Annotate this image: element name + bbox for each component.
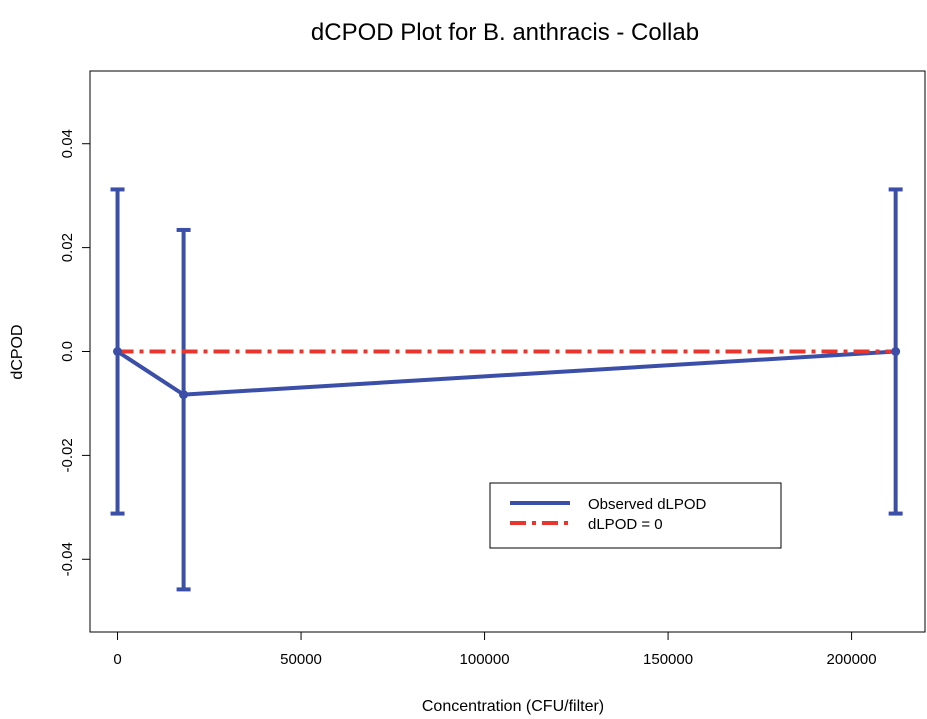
chart-title: dCPOD Plot for B. anthracis - Collab xyxy=(311,19,699,46)
y-axis-label: dCPOD xyxy=(9,324,26,379)
x-tick-label: 200000 xyxy=(827,651,877,668)
y-tick-label: 0.04 xyxy=(59,129,76,158)
series-layer xyxy=(110,187,903,592)
x-tick-label: 50000 xyxy=(280,651,322,668)
x-axis: 0 50000 100000 150000 200000 xyxy=(113,632,877,668)
y-tick-label: -0.04 xyxy=(59,542,76,576)
legend-box xyxy=(489,482,782,549)
legend-dlpod-zero-label: dLPOD = 0 xyxy=(588,516,663,533)
y-tick-label: 0.0 xyxy=(59,341,76,362)
x-tick-label: 0 xyxy=(113,651,121,668)
observed-dlpod-point xyxy=(891,347,901,356)
observed-dlpod-point xyxy=(113,347,123,356)
observed-dlpod-point xyxy=(179,390,189,400)
y-tick-label: -0.02 xyxy=(59,438,76,472)
y-tick-label: 0.02 xyxy=(59,233,76,262)
observed-dlpod-line xyxy=(116,349,896,397)
legend-observed-dlpod-label: Observed dLPOD xyxy=(588,496,707,513)
legend: Observed dLPOD dLPOD = 0 xyxy=(489,482,782,549)
x-axis-label: Concentration (CFU/filter) xyxy=(422,698,604,715)
x-tick-label: 100000 xyxy=(460,651,510,668)
x-tick-label: 150000 xyxy=(643,651,693,668)
y-axis: -0.04 -0.02 0.0 0.02 0.04 xyxy=(59,129,90,576)
